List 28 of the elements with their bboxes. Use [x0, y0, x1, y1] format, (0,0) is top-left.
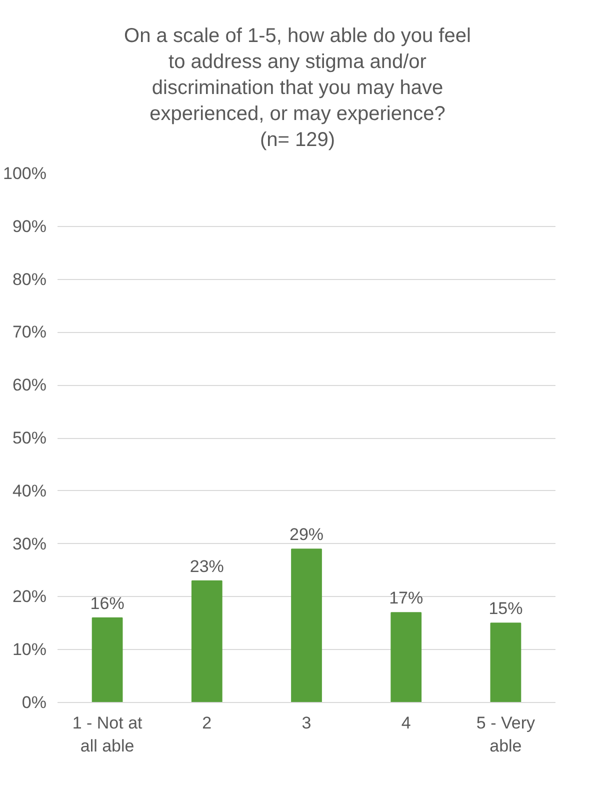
x-tick-label: 1 - Not at all able	[72, 714, 143, 756]
x-tick-label: 4	[401, 714, 411, 732]
data-label: 15%	[488, 599, 523, 618]
chart-title: On a scale of 1-5, how able do you feel to address any stigma and/or discrimination that you may have experienced, or may experience?	[123, 24, 472, 127]
y-tick-label: 20%	[12, 587, 47, 606]
bar	[390, 612, 422, 702]
bar	[490, 622, 522, 702]
x-tick-label: 5 - Very able	[476, 714, 536, 756]
y-tick-label: 0%	[22, 693, 47, 712]
y-tick-label: 40%	[12, 481, 47, 500]
x-tick-label: 3	[302, 714, 312, 732]
bar	[92, 617, 123, 702]
y-tick-label: 30%	[12, 534, 47, 554]
data-label: 17%	[389, 588, 424, 608]
y-tick-label: 50%	[12, 428, 47, 448]
data-label: 23%	[190, 556, 224, 576]
data-label: 29%	[289, 525, 324, 544]
bar	[291, 548, 322, 702]
chart-subtitle: (n= 129)	[258, 128, 336, 153]
x-tick-label: 2	[202, 714, 212, 732]
y-tick-label: 80%	[12, 270, 47, 289]
y-tick-label: 100%	[3, 164, 47, 183]
y-tick-label: 60%	[12, 376, 47, 395]
y-tick-label: 70%	[12, 322, 47, 342]
y-tick-label: 90%	[12, 216, 47, 236]
bar	[191, 580, 222, 702]
data-label: 16%	[90, 594, 124, 613]
y-tick-label: 10%	[12, 640, 47, 660]
